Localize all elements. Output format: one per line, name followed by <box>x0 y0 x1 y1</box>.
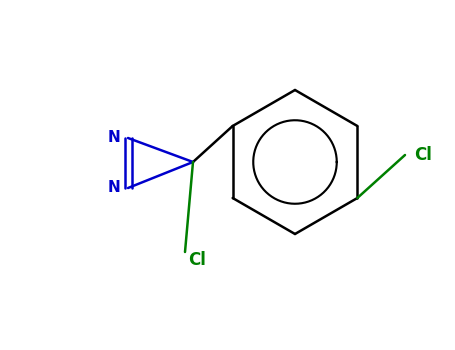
Text: N: N <box>108 181 121 196</box>
Text: Cl: Cl <box>414 146 432 164</box>
Text: N: N <box>108 131 121 146</box>
Text: Cl: Cl <box>188 251 206 269</box>
